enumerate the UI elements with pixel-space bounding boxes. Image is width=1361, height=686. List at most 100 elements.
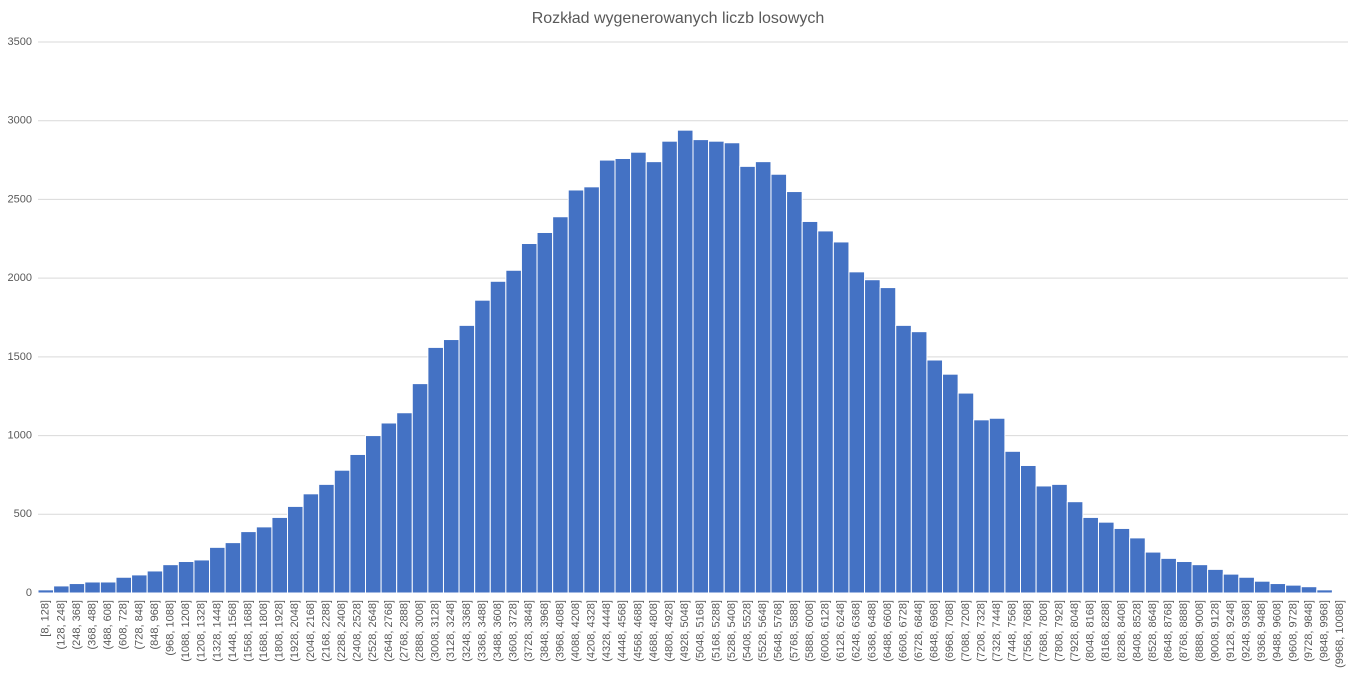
x-tick-label: (8768, 8888] <box>1178 600 1190 662</box>
x-tick-label: [8, 128] <box>40 600 52 637</box>
bar <box>1129 537 1146 594</box>
bar <box>1097 521 1115 594</box>
bar <box>520 243 538 594</box>
x-tick-label: (7928, 8048] <box>1069 600 1081 662</box>
x-tick-label: (2888, 3008] <box>414 600 426 662</box>
y-tick-label: 500 <box>14 508 32 520</box>
x-tick-label: (1088, 1208] <box>180 600 192 662</box>
bar <box>817 230 834 594</box>
x-tick-label: (5888, 6008] <box>804 600 816 662</box>
x-tick-label: (5768, 5888] <box>788 600 800 662</box>
x-tick-label: (1928, 2048] <box>289 600 301 662</box>
bar <box>879 287 897 594</box>
bar <box>786 191 803 594</box>
x-tick-label: (6728, 6848] <box>913 600 925 662</box>
bar <box>302 493 320 594</box>
bar <box>318 483 335 594</box>
x-tick-label: (2648, 2768] <box>383 600 395 662</box>
bar <box>1051 483 1068 594</box>
y-tick-label: 1000 <box>8 429 32 441</box>
bar <box>193 559 211 594</box>
bar <box>567 189 585 594</box>
x-tick-label: (4208, 4328] <box>586 600 598 662</box>
x-tick-label: (4328, 4448] <box>601 600 613 662</box>
bar <box>1222 573 1240 594</box>
y-tick-label: 2500 <box>8 193 32 205</box>
bar <box>552 216 569 594</box>
bar <box>68 583 86 594</box>
x-tick-label: (1208, 1328] <box>196 600 208 662</box>
x-tick-label: (6248, 6368] <box>851 600 863 662</box>
x-tick-label: (6128, 6248] <box>835 600 847 662</box>
x-tick-label: (9968, 10088] <box>1334 600 1346 668</box>
bar <box>1113 527 1131 594</box>
y-tick-label: 0 <box>26 587 32 599</box>
x-tick-label: (7808, 7928] <box>1053 600 1065 662</box>
x-tick-label: (608, 728] <box>118 600 130 650</box>
bar <box>411 383 429 594</box>
x-tick-label: (1328, 1448] <box>211 600 223 662</box>
x-tick-label: (1688, 1808] <box>258 600 270 662</box>
x-tick-label: (4928, 5048] <box>679 600 691 662</box>
x-tick-label: (2048, 2168] <box>305 600 317 662</box>
x-tick-label: (3968, 4088] <box>554 600 566 662</box>
x-tick-label: (3728, 3848] <box>523 600 535 662</box>
x-tick-label: (8048, 8168] <box>1085 600 1097 662</box>
x-tick-label: (7568, 7688] <box>1022 600 1034 662</box>
bar <box>848 271 866 594</box>
bar <box>988 417 1006 594</box>
bar <box>614 157 632 594</box>
bar <box>489 280 507 594</box>
x-tick-label: (8168, 8288] <box>1100 600 1112 662</box>
bar <box>645 161 663 594</box>
bar <box>583 186 600 594</box>
bar <box>162 564 179 594</box>
x-tick-label: (5528, 5648] <box>757 600 769 662</box>
x-tick-label: (2768, 2888] <box>398 600 410 662</box>
bar <box>1238 576 1255 594</box>
bar <box>723 142 741 594</box>
bar <box>708 140 725 594</box>
x-tick-label: (4808, 4928] <box>664 600 676 662</box>
bar <box>1004 450 1022 594</box>
x-tick-label: (8528, 8648] <box>1147 600 1159 662</box>
x-tick-label: (3608, 3728] <box>508 600 520 662</box>
y-tick-label: 1500 <box>8 351 32 363</box>
bar <box>1066 501 1084 594</box>
bar <box>1316 589 1333 594</box>
bar <box>115 576 133 594</box>
x-tick-label: (3128, 3248] <box>445 600 457 662</box>
x-tick-label: (8888, 9008] <box>1194 600 1206 662</box>
x-tick-label: (9488, 9608] <box>1272 600 1284 662</box>
x-tick-label: (3488, 3608] <box>492 600 504 662</box>
x-tick-label: (7088, 7208] <box>960 600 972 662</box>
y-tick-label: 3500 <box>8 36 32 48</box>
bar <box>895 324 912 594</box>
x-tick-label: (3848, 3968] <box>539 600 551 662</box>
bar <box>287 505 304 594</box>
bar <box>209 546 226 594</box>
x-tick-label: (4088, 4208] <box>570 600 582 662</box>
bar <box>661 140 678 594</box>
x-tick-label: (9248, 9368] <box>1241 600 1253 662</box>
x-tick-label: (5288, 5408] <box>726 600 738 662</box>
bar <box>1191 564 1209 594</box>
x-tick-label: (6608, 6728] <box>897 600 909 662</box>
x-tick-label: (3368, 3488] <box>476 600 488 662</box>
x-tick-label: (9848, 9968] <box>1319 600 1331 662</box>
x-tick-label: (8288, 8408] <box>1116 600 1128 662</box>
bar <box>146 570 164 594</box>
bar <box>271 516 289 594</box>
x-tick-label: (128, 248] <box>55 600 67 650</box>
x-tick-label: (7688, 7808] <box>1038 600 1050 662</box>
x-tick-label: (1568, 1688] <box>242 600 254 662</box>
bar <box>1160 557 1177 594</box>
bar <box>37 589 55 594</box>
x-tick-label: (728, 848] <box>133 600 145 650</box>
x-tick-label: (7208, 7328] <box>975 600 987 662</box>
x-tick-label: (848, 968] <box>149 600 161 650</box>
bar <box>333 469 351 594</box>
bar <box>474 299 491 594</box>
bar <box>131 574 148 594</box>
bar <box>53 585 70 594</box>
